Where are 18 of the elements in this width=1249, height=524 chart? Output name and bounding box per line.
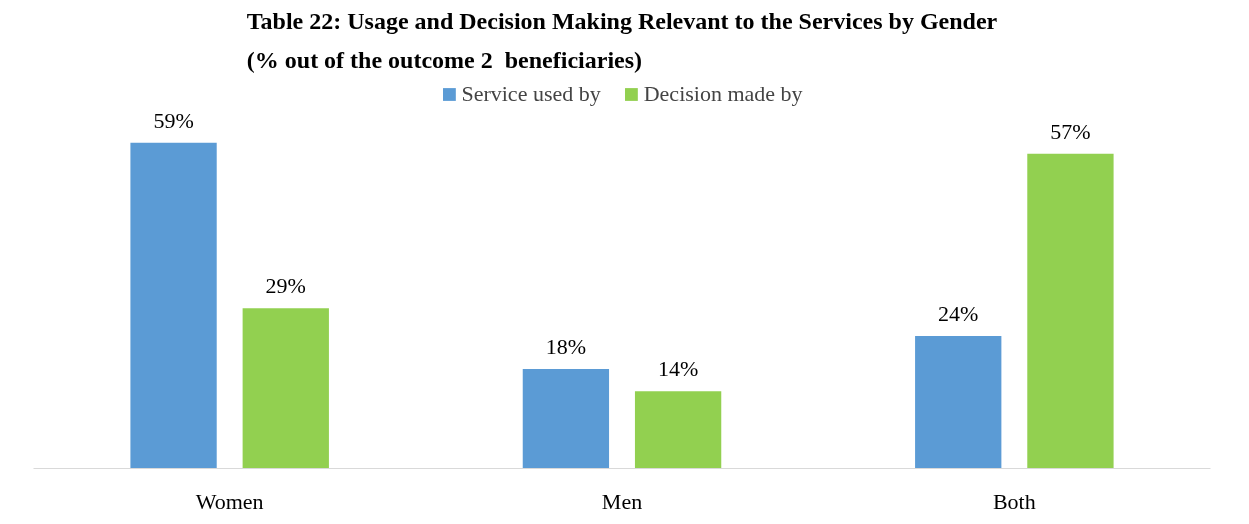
data-label: 59% — [153, 107, 194, 133]
x-tick-label: Both — [992, 488, 1036, 514]
legend-label: Service used by — [461, 81, 601, 107]
data-label: 14% — [657, 356, 699, 382]
data-label: 18% — [545, 334, 587, 360]
bar — [915, 335, 1002, 469]
legend-label: Decision made by — [643, 81, 803, 107]
x-tick-label: Women — [195, 488, 264, 514]
bar — [130, 142, 217, 469]
x-tick-label: Men — [601, 488, 643, 514]
bar — [522, 369, 610, 469]
bar — [1027, 153, 1114, 469]
data-label: 29% — [265, 273, 306, 299]
data-label: 57% — [1050, 118, 1091, 144]
bar — [634, 391, 722, 469]
bar — [242, 308, 329, 469]
data-label: 24% — [938, 300, 979, 326]
chart-title: Table 22: Usage and Decision Making Relevant to the Services by Gender (% out of the outcome 2 beneficiaries) — [246, 7, 998, 73]
